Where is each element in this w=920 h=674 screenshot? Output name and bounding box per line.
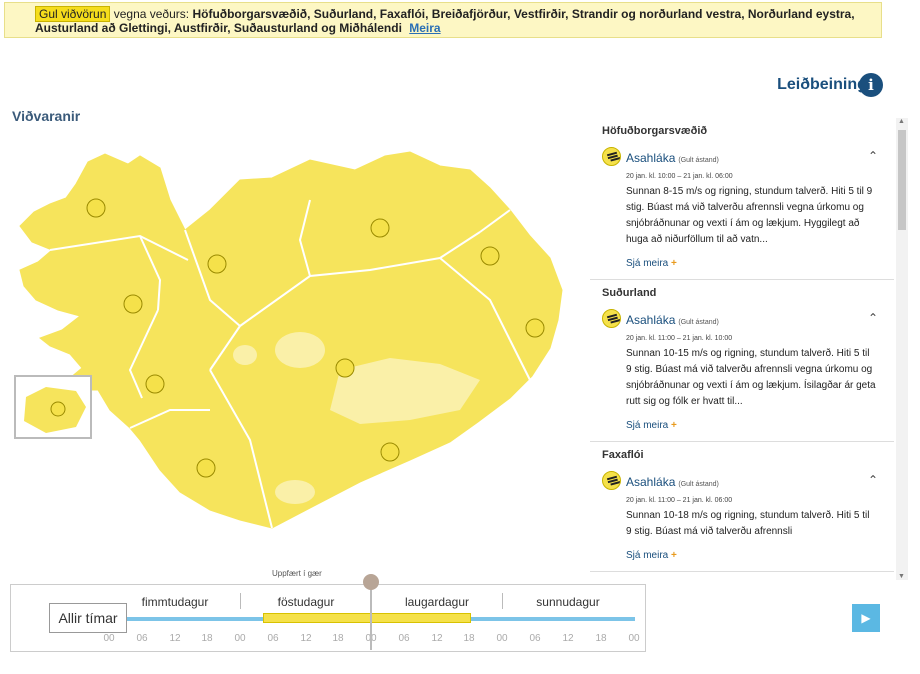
warning-name[interactable]: Asahláka [626, 151, 676, 165]
day-label[interactable]: föstudagur [277, 595, 335, 609]
see-more-label: Sjá meira [626, 258, 669, 269]
warning-state: (Gult ástand) [678, 319, 719, 326]
hour-label: 00 [234, 633, 246, 644]
chevron-up-icon[interactable]: ⌃ [867, 473, 878, 487]
map-inset[interactable] [14, 375, 92, 439]
warning-state: (Gult ástand) [678, 157, 719, 164]
day-label[interactable]: sunnudagur [536, 595, 600, 609]
hour-label: 12 [562, 633, 574, 644]
warning-description: Sunnan 10-15 m/s og rigning, stundum tal… [626, 348, 876, 407]
see-more-link[interactable]: Sjá meira + [626, 420, 677, 431]
map-title: Viðvaranir [12, 108, 81, 124]
rain-warning-icon [602, 471, 621, 490]
banner-regions: Höfuðborgarsvæðið, Suðurland, Faxaflói, … [35, 7, 855, 35]
rain-warning-icon [602, 309, 621, 328]
scroll-up-icon[interactable]: ▲ [898, 118, 905, 125]
warning-time: 20 jan. kl. 11:00 – 21 jan. kl. 10:00 [626, 335, 733, 342]
hour-label: 06 [529, 633, 541, 644]
info-icon[interactable]: i [859, 73, 883, 97]
hour-label: 18 [332, 633, 344, 644]
current-time-line [370, 580, 372, 650]
hour-label: 12 [431, 633, 443, 644]
hour-label: 12 [300, 633, 312, 644]
region-card: Suðurland Asahláka (Gult ástand) ⌃ 20 jan… [590, 280, 894, 442]
hour-label: 18 [201, 633, 213, 644]
region-title: Suðurland [602, 287, 657, 299]
current-time-handle[interactable] [363, 574, 379, 590]
warning-time: 20 jan. kl. 11:00 – 21 jan. kl. 06:00 [626, 497, 733, 504]
warning-name[interactable]: Asahláka [626, 475, 676, 489]
timeline[interactable]: Allir tímar fimmtudagur föstudagur lauga… [10, 584, 646, 652]
banner-more-link[interactable]: Meira [409, 21, 441, 35]
hour-label: 06 [267, 633, 279, 644]
see-more-label: Sjá meira [626, 420, 669, 431]
hour-label: 18 [595, 633, 607, 644]
warning-banner: Gul viðvörun vegna veðurs: Höfuðborgarsv… [4, 2, 882, 38]
see-more-link[interactable]: Sjá meira + [626, 550, 677, 561]
scrollbar-thumb[interactable] [898, 130, 906, 230]
chevron-up-icon[interactable]: ⌃ [867, 311, 878, 325]
region-card: Faxaflói Asahláka (Gult ástand) ⌃ 20 jan.… [590, 442, 894, 572]
warning-markers[interactable] [86, 198, 545, 478]
day-label[interactable]: fimmtudagur [141, 595, 209, 609]
region-card: Höfuðborgarsvæðið Asahláka (Gult ástand) … [590, 118, 894, 280]
hour-label: 00 [496, 633, 508, 644]
hour-label: 00 [628, 633, 640, 644]
warning-description: Sunnan 8-15 m/s og rigning, stundum talv… [626, 186, 873, 245]
region-title: Höfuðborgarsvæðið [602, 125, 708, 137]
updated-label: Uppfært í gær [272, 569, 322, 578]
hour-label: 12 [169, 633, 181, 644]
region-boundaries [49, 199, 531, 529]
hour-label: 06 [398, 633, 410, 644]
region-title: Faxaflói [602, 449, 644, 461]
timeline-warning-highlight [263, 613, 471, 623]
scroll-down-icon[interactable]: ▼ [898, 573, 905, 580]
warning-time: 20 jan. kl. 10:00 – 21 jan. kl. 06:00 [626, 173, 733, 180]
chevron-up-icon[interactable]: ⌃ [867, 149, 878, 163]
see-more-label: Sjá meira [626, 550, 669, 561]
all-times-button[interactable]: Allir tímar [49, 603, 127, 633]
hour-label: 00 [103, 633, 115, 644]
timeline-next-button[interactable]: ▶ [852, 604, 880, 632]
see-more-link[interactable]: Sjá meira + [626, 258, 677, 269]
hour-label: 06 [136, 633, 148, 644]
warning-description: Sunnan 10-18 m/s og rigning, stundum tal… [626, 510, 870, 537]
banner-pre-text: vegna veðurs: [113, 7, 190, 21]
day-label[interactable]: laugardagur [404, 595, 470, 609]
panel-scrollbar[interactable]: ▲ ▼ [896, 118, 908, 580]
warning-level-tag: Gul viðvörun [35, 6, 111, 22]
warnings-panel[interactable]: Höfuðborgarsvæðið Asahláka (Gult ástand) … [590, 118, 894, 580]
day-separator [240, 593, 241, 609]
hour-label: 18 [463, 633, 475, 644]
rain-warning-icon [602, 147, 621, 166]
guide-link[interactable]: Leiðbeiningar [777, 76, 882, 93]
warning-name[interactable]: Asahláka [626, 313, 676, 327]
iceland-warning-map[interactable] [10, 140, 580, 540]
warning-state: (Gult ástand) [678, 481, 719, 488]
day-separator [502, 593, 503, 609]
